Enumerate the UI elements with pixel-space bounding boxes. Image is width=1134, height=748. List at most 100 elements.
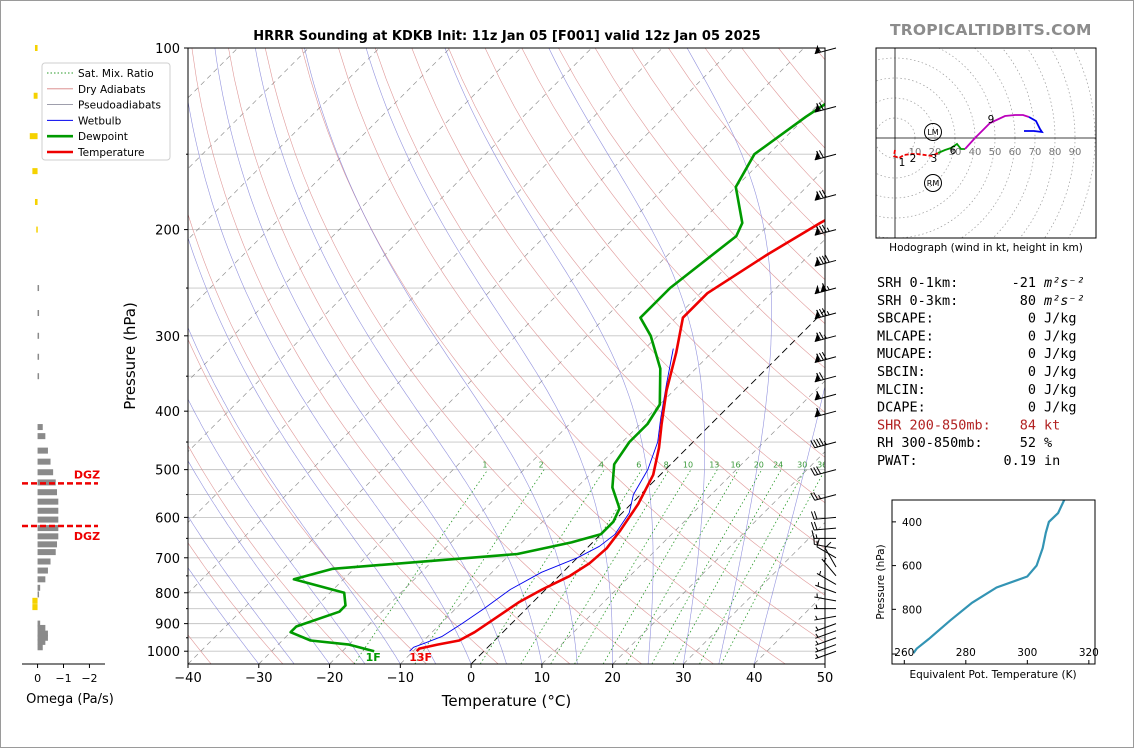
mixing-ratio-label: 20 [754, 461, 764, 470]
mixing-ratio-line [479, 469, 605, 664]
barb-pennant [814, 44, 820, 54]
storm-motion-label: LM [927, 128, 938, 137]
wind-barb [810, 511, 837, 520]
dry-adiabat [188, 338, 427, 664]
omega-bar [37, 638, 46, 645]
wind-barb [816, 538, 837, 559]
hodograph-ring-label: 40 [969, 147, 982, 158]
omega-bar [37, 584, 41, 591]
omega-bar [32, 604, 38, 611]
barb-half [826, 227, 830, 232]
legend-label: Pseudoadiabats [78, 100, 161, 112]
omega-bar [37, 624, 46, 631]
theta-e-y-label: Pressure (hPa) [875, 544, 887, 619]
stat-unit: J/kg [1044, 364, 1077, 380]
dry-adiabat [521, 48, 825, 413]
hodograph-frame [875, 47, 1097, 239]
stat-unit: J/kg [1044, 400, 1077, 416]
barb-full [819, 437, 824, 446]
stat-unit: m²s⁻² [1043, 293, 1085, 309]
stat-label: RH 300-850mb: [877, 435, 983, 451]
surface-temperature-label: 13F [409, 651, 432, 664]
pseudoadiabat [753, 384, 825, 664]
stat-row: DCAPE: 0 J/kg [877, 400, 1077, 416]
stat-row: SRH 0-1km: -21 m²s⁻² [877, 275, 1085, 291]
barb-full [821, 283, 827, 291]
dry-adiabat [484, 48, 825, 458]
omega-bar [37, 447, 48, 454]
pseudoadiabat [686, 48, 772, 664]
barb-full [821, 189, 827, 198]
barb-full [813, 492, 819, 500]
omega-bar [32, 597, 38, 604]
omega-bar [37, 533, 59, 540]
wind-barb [814, 331, 837, 342]
stat-value: 84 [1020, 417, 1036, 433]
hodograph-ring-label: 90 [1069, 147, 1082, 158]
wind-barbs [810, 44, 837, 660]
wind-barb [815, 630, 837, 639]
mixing-ratio-label: 6 [636, 461, 641, 470]
omega-tick-label: 0 [34, 672, 41, 685]
wind-barb [814, 189, 837, 201]
theta-e-x-tick-label: 280 [956, 647, 976, 659]
dewpoint-profile [289, 102, 825, 653]
pseudoadiabat [188, 515, 295, 664]
barb-full [821, 351, 827, 360]
legend-label: Sat. Mix. Ratio [78, 68, 154, 80]
x-tick-label: 0 [467, 671, 475, 686]
omega-bar [37, 332, 40, 339]
mixing-ratio-line [574, 469, 692, 664]
barb-full [816, 257, 821, 265]
barb-half [815, 604, 818, 609]
barb-full [816, 372, 821, 381]
pseudoadiabat [365, 48, 614, 664]
mixing-ratio-line [550, 469, 670, 664]
dry-adiabat [191, 48, 571, 664]
wind-barb [810, 466, 837, 476]
stat-label: SRH 0-1km: [877, 275, 958, 291]
wind-barb [811, 530, 836, 539]
omega-bar [37, 310, 40, 317]
omega-tick-label: −2 [81, 672, 97, 685]
stat-row: SHR 200-850mb: 84 kt [877, 417, 1060, 433]
barb-staff [814, 596, 837, 602]
stat-label: SHR 200-850mb: [877, 417, 991, 433]
pseudoadiabat [188, 99, 472, 664]
hodograph-panel: 10 20 30 40 50 60 70 80 90 1 2 36 9 LM RM Hodograph (wi… [875, 47, 1097, 254]
theta-e-y-tick-label: 800 [902, 604, 922, 616]
barb-full [821, 224, 827, 233]
chart-title: HRRR Sounding at KDKB Init: 11z Jan 05 [… [253, 29, 760, 44]
legend-label: Dry Adiabats [78, 84, 146, 96]
wetbulb-profile [409, 348, 674, 652]
stat-value: 0 [1028, 328, 1036, 344]
stat-value: 0.19 [1003, 453, 1036, 469]
hodograph-caption: Hodograph (wind in kt, height in km) [889, 242, 1083, 254]
omega-bar [37, 558, 51, 565]
omega-tick-label: −1 [55, 672, 71, 685]
pseudoadiabat [444, 48, 654, 664]
hodograph-plot: 10 20 30 40 50 60 70 80 90 1 2 36 9 LM RM [876, 48, 1096, 238]
barb-half [815, 640, 819, 645]
mixing-ratio-label: 1 [482, 461, 487, 470]
barb-half [815, 534, 818, 539]
dry-adiabat [558, 48, 825, 369]
barb-full [824, 541, 832, 549]
wind-barb [814, 308, 837, 320]
stat-label: MUCAPE: [877, 346, 934, 362]
omega-bar [37, 458, 51, 465]
omega-bar [37, 576, 46, 583]
mixing-ratio-line [721, 469, 825, 664]
wind-barb [814, 351, 837, 363]
barb-pennant [814, 226, 820, 236]
barb-staff [821, 558, 837, 577]
isotherm-line [258, 97, 825, 664]
wind-barb [810, 521, 837, 531]
barb-pennant [814, 407, 820, 417]
hodograph-height-label: 1 [899, 157, 906, 169]
stat-value: 0 [1028, 364, 1036, 380]
theta-e-x-tick-label: 320 [1079, 647, 1099, 659]
skewt-background-lines: 1 2 4 6 8 10 13 16 20 24 30 36 [188, 48, 825, 664]
barb-half [815, 633, 819, 638]
isotherm-line [329, 168, 825, 664]
